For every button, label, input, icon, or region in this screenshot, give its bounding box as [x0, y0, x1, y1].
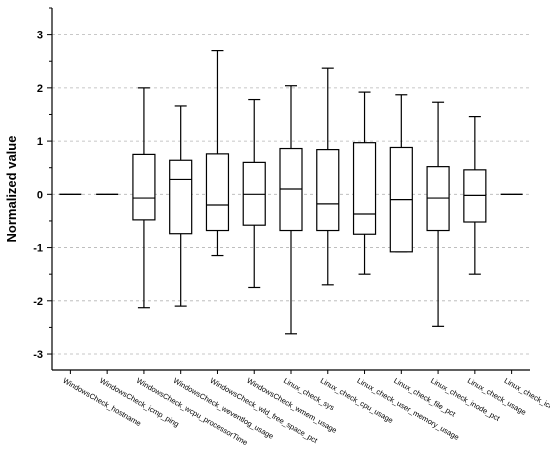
iqr-box	[316, 149, 340, 232]
y-axis-title: Normalized value	[4, 136, 19, 243]
iqr-box	[205, 153, 230, 232]
iqr-box	[169, 159, 193, 235]
y-tick-label: 2	[37, 83, 43, 95]
iqr-box	[352, 142, 377, 235]
y-tick-label: 0	[37, 189, 43, 201]
iqr-box	[132, 153, 156, 221]
y-tick-label: 1	[37, 136, 43, 148]
y-tick-label: -1	[33, 243, 43, 255]
y-tick-label: 3	[37, 30, 43, 42]
y-tick-label: -3	[33, 349, 43, 361]
y-tick-label: -2	[33, 296, 43, 308]
